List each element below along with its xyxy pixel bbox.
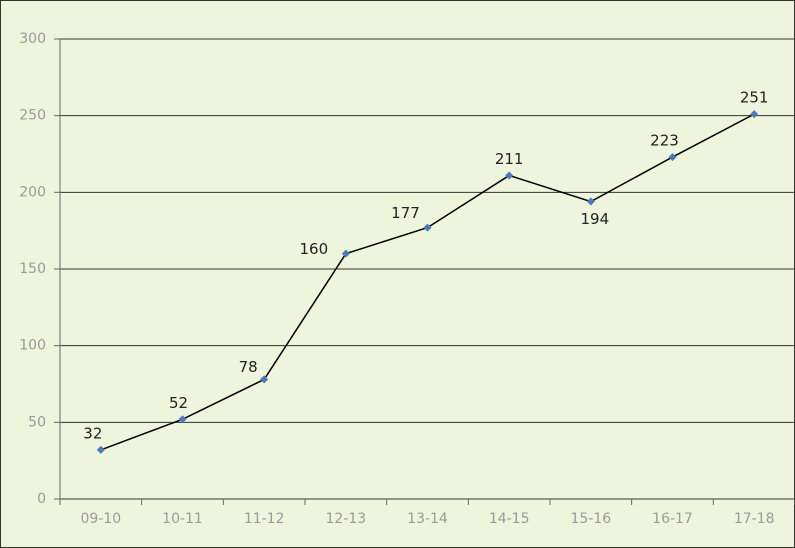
marker [505,171,514,180]
marker [178,415,187,424]
data-label: 78 [239,358,258,376]
marker [96,445,105,454]
marker [586,197,595,206]
data-label: 194 [581,210,610,228]
x-tick-label: 17-18 [734,511,775,527]
x-tick-label: 16-17 [652,511,693,527]
data-label: 160 [300,240,329,258]
x-tick-label: 13-14 [407,511,448,527]
data-label: 32 [83,424,102,442]
data-label: 52 [169,394,188,412]
y-tick-label: 50 [28,414,46,430]
data-label: 177 [391,204,420,222]
data-label: 211 [495,150,524,168]
x-tick-label: 11-12 [244,511,285,527]
y-tick-label: 200 [19,184,46,200]
y-tick-label: 300 [19,31,46,47]
data-label: 223 [650,132,679,150]
marker [341,249,350,258]
x-tick-label: 14-15 [489,511,530,527]
data-label: 251 [740,89,769,107]
x-tick-label: 15-16 [570,511,611,527]
marker [260,375,269,384]
x-tick-label: 12-13 [325,511,366,527]
x-tick-label: 10-11 [162,511,203,527]
marker [750,110,759,119]
marker [668,153,677,162]
y-tick-label: 0 [37,491,46,507]
y-tick-label: 250 [19,108,46,124]
y-tick-label: 100 [19,338,46,354]
y-tick-label: 150 [19,261,46,277]
x-tick-label: 09-10 [80,511,121,527]
marker [423,223,432,232]
